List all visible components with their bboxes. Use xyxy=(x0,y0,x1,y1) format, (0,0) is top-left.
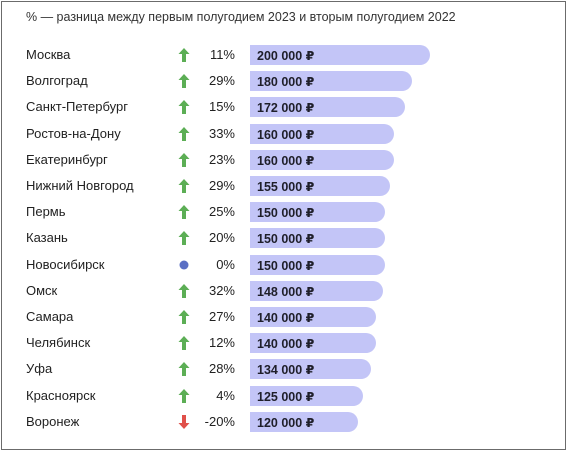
bar xyxy=(250,71,412,92)
bar xyxy=(250,385,363,406)
chart-row: Казань 20% 150 000 ₽ xyxy=(2,225,567,251)
bar-value-label: 148 000 ₽ xyxy=(257,284,315,299)
bar-value-label: 160 000 ₽ xyxy=(257,127,315,142)
bar xyxy=(250,411,358,432)
category-label: Пермь xyxy=(26,204,66,220)
chart-row: Красноярск 4% 125 000 ₽ xyxy=(2,383,567,409)
bar xyxy=(250,45,430,65)
chart-row: Нижний Новгород 29% 155 000 ₽ xyxy=(2,173,567,199)
up-arrow-icon xyxy=(177,98,191,116)
change-percent-label: 20% xyxy=(208,230,235,246)
change-percent-label: 25% xyxy=(208,204,235,220)
bar xyxy=(250,359,371,380)
bar xyxy=(250,202,385,223)
category-label: Волгоград xyxy=(26,73,88,89)
up-arrow-icon xyxy=(177,72,191,90)
chart-row: Волгоград 29% 180 000 ₽ xyxy=(2,68,567,94)
change-percent-label: 0% xyxy=(216,256,235,272)
bar-value-label: 180 000 ₽ xyxy=(257,75,315,90)
category-label: Челябинск xyxy=(26,335,91,351)
category-label: Омск xyxy=(26,282,58,298)
bar-value-label: 150 000 ₽ xyxy=(257,232,315,247)
up-arrow-icon xyxy=(177,308,191,326)
change-percent-label: 11% xyxy=(209,47,235,62)
bar xyxy=(250,228,385,249)
bar xyxy=(250,254,385,275)
bar xyxy=(250,149,394,170)
bar-value-label: 140 000 ₽ xyxy=(257,311,315,325)
bar-value-label: 125 000 ₽ xyxy=(257,389,315,404)
category-label: Уфа xyxy=(26,361,53,377)
neutral-dot-icon xyxy=(177,256,191,274)
category-label: Екатеринбург xyxy=(26,151,108,167)
chart-row: Омск 32% 148 000 ₽ xyxy=(2,278,567,304)
change-percent-label: 15% xyxy=(208,99,235,115)
chart-row: Челябинск 12% 140 000 ₽ xyxy=(2,330,567,356)
up-arrow-icon xyxy=(177,203,191,221)
bar-value-label: 200 000 ₽ xyxy=(257,49,315,63)
bar-value-label: 140 000 ₽ xyxy=(257,337,315,352)
up-arrow-icon xyxy=(177,177,191,195)
change-percent-label: -20% xyxy=(204,413,235,429)
category-label: Нижний Новгород xyxy=(26,178,134,193)
chart-row: Москва 11% 200 000 ₽ xyxy=(2,42,567,68)
chart-row: Екатеринбург 23% 160 000 ₽ xyxy=(2,147,567,173)
bar-value-label: 155 000 ₽ xyxy=(257,180,315,194)
up-arrow-icon xyxy=(177,387,191,405)
change-percent-label: 32% xyxy=(208,282,235,298)
change-percent-label: 4% xyxy=(216,387,235,403)
bar xyxy=(250,333,376,354)
chart-row: Пермь 25% 150 000 ₽ xyxy=(2,199,567,225)
change-percent-label: 23% xyxy=(208,151,235,167)
bar xyxy=(250,307,376,327)
up-arrow-icon xyxy=(177,334,191,352)
change-percent-label: 33% xyxy=(208,125,235,141)
category-label: Казань xyxy=(26,230,68,246)
up-arrow-icon xyxy=(177,125,191,143)
down-arrow-icon xyxy=(177,413,191,431)
bar-value-label: 172 000 ₽ xyxy=(257,101,315,116)
bar-value-label: 150 000 ₽ xyxy=(257,206,315,221)
category-label: Москва xyxy=(26,47,71,62)
up-arrow-icon xyxy=(177,151,191,169)
category-label: Воронеж xyxy=(26,413,80,429)
change-percent-label: 29% xyxy=(208,73,235,89)
bar-value-label: 160 000 ₽ xyxy=(257,153,315,168)
up-arrow-icon xyxy=(177,360,191,378)
category-label: Ростов-на-Дону xyxy=(26,125,121,141)
change-percent-label: 28% xyxy=(208,361,235,377)
up-arrow-icon xyxy=(177,46,191,64)
category-label: Санкт-Петербург xyxy=(26,99,128,115)
chart-row: Санкт-Петербург 15% 172 000 ₽ xyxy=(2,94,567,120)
category-label: Самара xyxy=(26,309,74,324)
category-label: Красноярск xyxy=(26,387,96,403)
change-percent-label: 12% xyxy=(208,335,235,351)
chart-subtitle: % — разница между первым полугодием 2023… xyxy=(26,10,456,24)
chart-row: Уфа 28% 134 000 ₽ xyxy=(2,356,567,382)
bar xyxy=(250,123,394,144)
change-percent-label: 27% xyxy=(208,309,235,324)
chart-row: Самара 27% 140 000 ₽ xyxy=(2,304,567,330)
up-arrow-icon xyxy=(177,229,191,247)
chart-row: Воронеж -20% 120 000 ₽ xyxy=(2,409,567,435)
bar-value-label: 120 000 ₽ xyxy=(257,415,315,430)
up-arrow-icon xyxy=(177,282,191,300)
bar-value-label: 150 000 ₽ xyxy=(257,258,315,273)
chart-row: Ростов-на-Дону 33% 160 000 ₽ xyxy=(2,121,567,147)
chart-row: Новосибирск 0% 150 000 ₽ xyxy=(2,252,567,278)
bar xyxy=(250,97,405,118)
change-percent-label: 29% xyxy=(208,178,235,193)
category-label: Новосибирск xyxy=(26,256,105,272)
bar-value-label: 134 000 ₽ xyxy=(257,363,315,378)
bar xyxy=(250,176,390,196)
bar xyxy=(250,280,384,301)
